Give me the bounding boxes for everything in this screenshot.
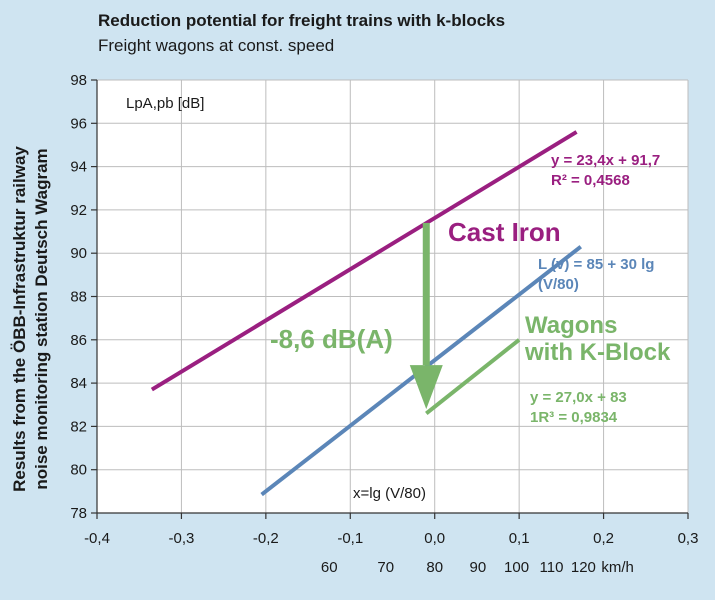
series-line-kblock bbox=[425, 338, 521, 415]
speed-tick-label: 120 bbox=[571, 559, 596, 576]
y-tick-label: 86 bbox=[70, 332, 87, 349]
annotation-cast_name: Cast Iron bbox=[448, 217, 561, 247]
x-tick-label: -0,3 bbox=[168, 530, 194, 547]
axes: -0,4 -0,3 -0,2 -0,1 0,0 0,1 0,2 0,3 78 80 82 84 86 88… bbox=[10, 72, 698, 576]
speed-tick-label: 70 bbox=[377, 559, 394, 576]
reduction-arrow-shaft bbox=[422, 222, 430, 366]
speed-tick-label: 80 bbox=[426, 559, 443, 576]
speed-tick-label: 100 bbox=[504, 559, 529, 576]
x-tick-label: -0,1 bbox=[337, 530, 363, 547]
annotation-line: y = 23,4x + 91,7 bbox=[551, 152, 660, 169]
annotation-line: R² = 0,4568 bbox=[551, 172, 630, 189]
series-group bbox=[150, 130, 583, 497]
reduction-arrow-head bbox=[409, 365, 443, 410]
annotation-line: Wagons bbox=[525, 312, 617, 339]
speed-tick-label: 110 bbox=[540, 559, 564, 576]
x-tick-label: -0,4 bbox=[84, 530, 110, 547]
y-tick-label: 94 bbox=[70, 159, 87, 176]
x-unit-label: x=lg (V/80) bbox=[353, 485, 426, 502]
x-tick-label: -0,2 bbox=[253, 530, 279, 547]
annotation-line: L (v) = 85 + 30 lg bbox=[538, 256, 654, 273]
y-tick-label: 88 bbox=[70, 289, 87, 306]
y-tick-label: 92 bbox=[70, 202, 87, 219]
y-axis-label: Results from the ÖBB-Infrastruktur railw… bbox=[10, 146, 51, 492]
annotation-line: Cast Iron bbox=[448, 217, 561, 247]
y-unit-label: LpA,pb [dB] bbox=[126, 95, 204, 112]
y-tick-label: 98 bbox=[70, 72, 87, 89]
y-axis-label-line: Results from the ÖBB-Infrastruktur railw… bbox=[10, 146, 29, 492]
x-tick-label: 0,2 bbox=[593, 530, 614, 547]
speed-unit-label: km/h bbox=[601, 559, 634, 576]
annotations: y = 23,4x + 91,7 R² = 0,4568 Cast Iron L (v… bbox=[270, 152, 671, 426]
x-tick-label: 0,0 bbox=[424, 530, 445, 547]
speed-tick-label: 90 bbox=[470, 559, 487, 576]
x-tick-label: 0,1 bbox=[509, 530, 530, 547]
y-tick-label: 80 bbox=[70, 462, 87, 479]
y-tick-label: 82 bbox=[70, 418, 87, 435]
y-tick-label: 78 bbox=[70, 505, 87, 522]
annotation-line: 1R³ = 0,9834 bbox=[530, 409, 618, 426]
chart-title: Reduction potential for freight trains w… bbox=[98, 11, 506, 30]
annotation-line: y = 27,0x + 83 bbox=[530, 389, 627, 406]
annotation-cast_eq: y = 23,4x + 91,7 R² = 0,4568 bbox=[551, 152, 660, 189]
y-tick-label: 90 bbox=[70, 245, 87, 262]
annotation-line: -8,6 dB(A) bbox=[270, 324, 393, 354]
annotation-kblock_name: Wagons with K-Block bbox=[524, 312, 671, 366]
annotation-line: (V/80) bbox=[538, 276, 579, 293]
annotation-line: with K-Block bbox=[524, 339, 671, 366]
y-tick-label: 84 bbox=[70, 375, 87, 392]
speed-tick-label: 60 bbox=[321, 559, 338, 576]
series-line-cast bbox=[150, 130, 578, 392]
y-axis-label-line: noise monitoring station Deutsch Wagram bbox=[32, 148, 51, 489]
annotation-reduction: -8,6 dB(A) bbox=[270, 324, 393, 354]
x-tick-label: 0,3 bbox=[678, 530, 699, 547]
y-tick-label: 96 bbox=[70, 115, 87, 132]
chart-subtitle: Freight wagons at const. speed bbox=[98, 36, 335, 55]
annotation-kblock_eq: y = 27,0x + 83 1R³ = 0,9834 bbox=[530, 389, 627, 426]
annotation-model_eq: L (v) = 85 + 30 lg (V/80) bbox=[538, 256, 654, 293]
grid bbox=[96, 79, 689, 514]
